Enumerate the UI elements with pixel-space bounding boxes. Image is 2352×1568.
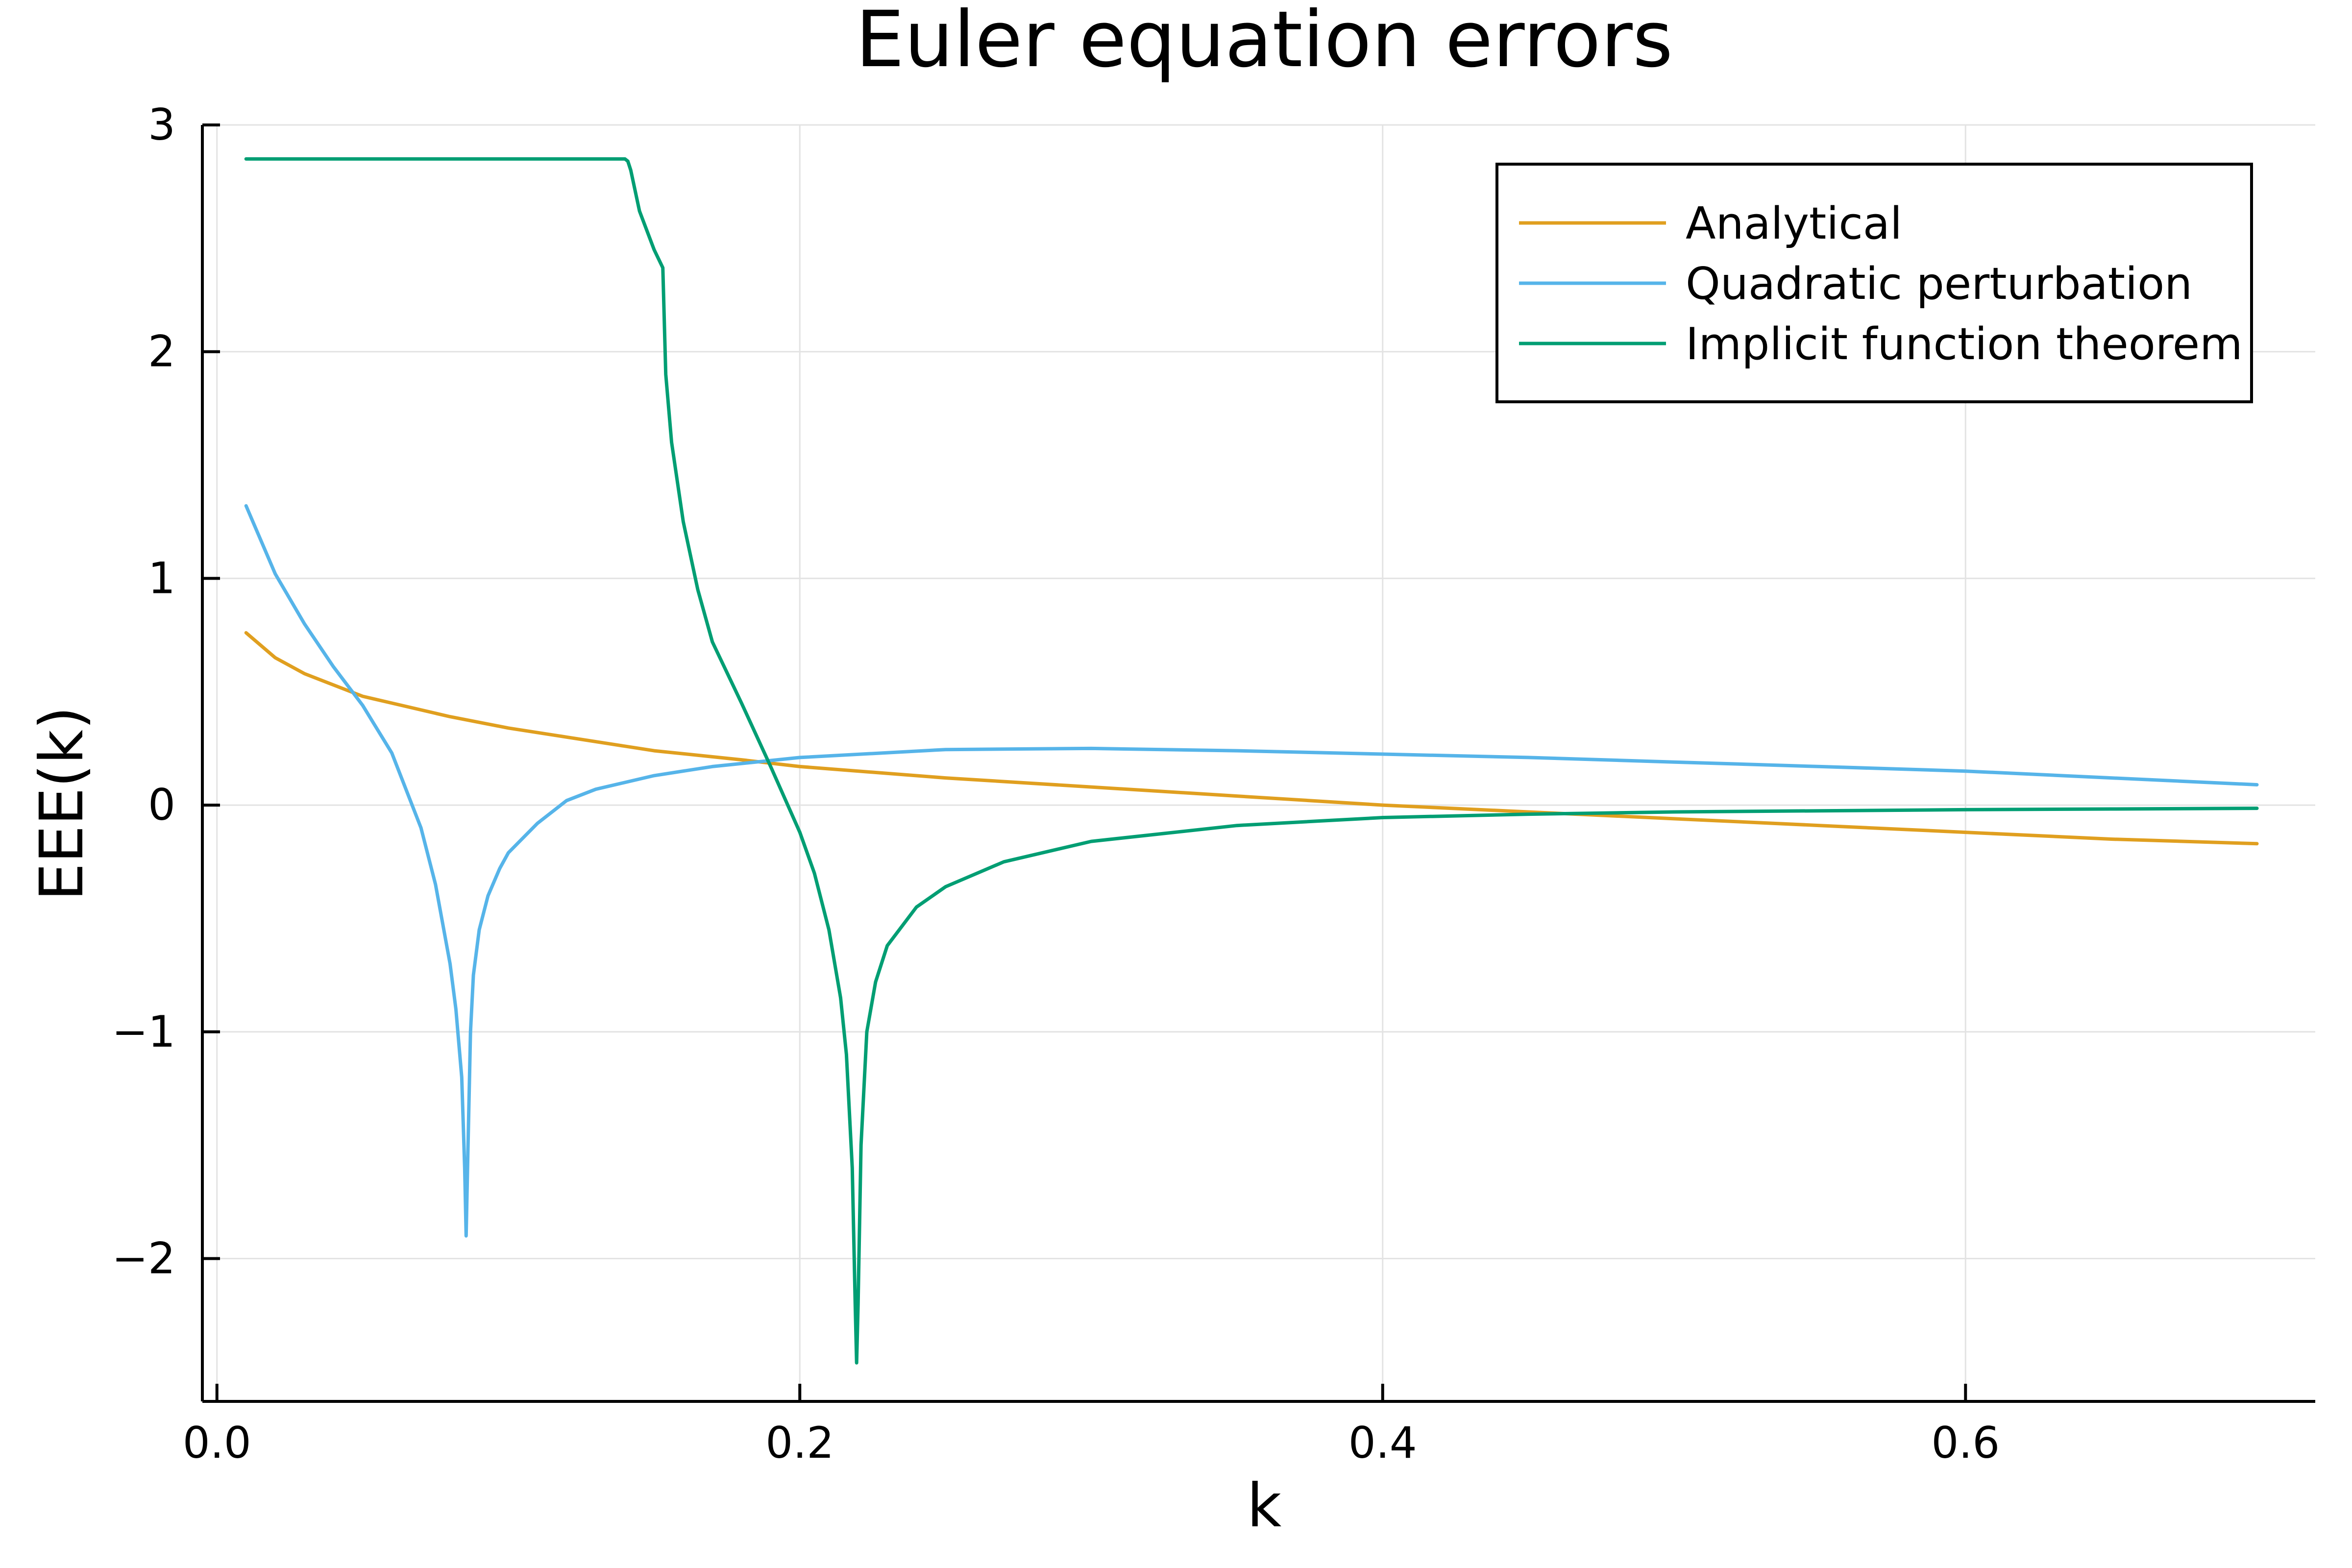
y-tick-label-0: −2 [112,1233,175,1283]
y-tick-label-5: 3 [148,99,175,150]
legend-label-0: Analytical [1686,198,1902,249]
tick-labels: 0.0 0.2 0.4 0.6 −2 −1 0 1 2 3 [112,99,2000,1468]
legend-label-1: Quadratic perturbation [1686,258,2192,310]
series-line-1 [244,504,2259,1238]
series-layer [244,157,2259,1365]
series-line-2 [244,157,2259,1365]
x-tick-label-0: 0.0 [183,1418,251,1468]
y-tick-label-2: 0 [148,780,175,830]
y-tick-label-4: 2 [148,326,175,377]
y-axis-label: EEE(k) [27,706,97,901]
grid [202,124,2315,1401]
chart-title: Euler equation errors [856,0,1673,85]
axes [201,123,2315,1403]
x-axis-label: k [1247,1471,1282,1541]
x-tick-label-3: 0.6 [1931,1418,2000,1468]
legend: Analytical Quadratic perturbation Implicit… [1495,163,2253,403]
y-tick-label-3: 1 [148,553,175,603]
x-tick-label-2: 0.4 [1348,1418,1417,1468]
legend-label-2: Implicit function theorem [1686,318,2243,370]
y-tick-label-1: −1 [112,1006,175,1057]
x-tick-label-1: 0.2 [765,1418,834,1468]
